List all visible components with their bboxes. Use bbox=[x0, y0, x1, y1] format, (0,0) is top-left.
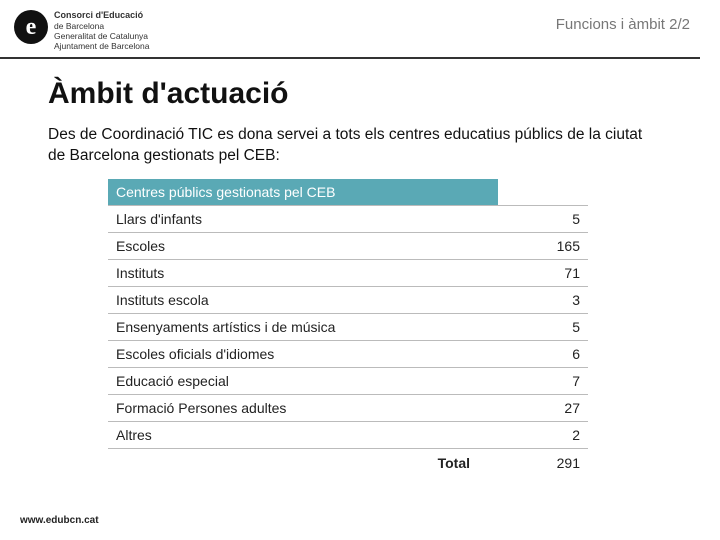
table-container: Centres públics gestionats pel CEB Llars… bbox=[108, 179, 588, 476]
intro-text: Des de Coordinació TIC es dona servei a … bbox=[48, 125, 658, 167]
table-cell-value: 27 bbox=[498, 395, 588, 422]
table-cell-value: 6 bbox=[498, 341, 588, 368]
table-cell-label: Ensenyaments artístics i de música bbox=[108, 314, 498, 341]
table-cell-label: Escoles bbox=[108, 233, 498, 260]
logo-icon: e bbox=[14, 10, 48, 44]
breadcrumb: Funcions i àmbit 2/2 bbox=[556, 16, 690, 33]
table-header-label: Centres públics gestionats pel CEB bbox=[108, 179, 498, 206]
logo-line-1: Consorci d'Educació bbox=[54, 10, 149, 21]
table-cell-label: Llars d'infants bbox=[108, 206, 498, 233]
table-cell-label: Instituts bbox=[108, 260, 498, 287]
table-total-label: Total bbox=[108, 449, 498, 477]
logo-line-3: Generalitat de Catalunya bbox=[54, 31, 149, 41]
table-cell-label: Instituts escola bbox=[108, 287, 498, 314]
table-cell-label: Formació Persones adultes bbox=[108, 395, 498, 422]
table-total-value: 291 bbox=[498, 449, 588, 477]
table-cell-value: 2 bbox=[498, 422, 588, 449]
table-header-row: Centres públics gestionats pel CEB bbox=[108, 179, 588, 206]
table-row: Instituts71 bbox=[108, 260, 588, 287]
table-cell-value: 165 bbox=[498, 233, 588, 260]
table-cell-label: Educació especial bbox=[108, 368, 498, 395]
footer-url: www.edubcn.cat bbox=[20, 515, 99, 526]
table-row: Ensenyaments artístics i de música5 bbox=[108, 314, 588, 341]
table-row: Educació especial7 bbox=[108, 368, 588, 395]
page-title: Àmbit d'actuació bbox=[48, 77, 680, 111]
table-header-spacer bbox=[498, 179, 588, 206]
table-cell-label: Escoles oficials d'idiomes bbox=[108, 341, 498, 368]
table-cell-value: 71 bbox=[498, 260, 588, 287]
table-row: Formació Persones adultes27 bbox=[108, 395, 588, 422]
table-row: Escoles165 bbox=[108, 233, 588, 260]
table-cell-value: 3 bbox=[498, 287, 588, 314]
header: e Consorci d'Educació de Barcelona Gener… bbox=[0, 0, 700, 59]
logo-text: Consorci d'Educació de Barcelona General… bbox=[54, 10, 149, 51]
table-total-row: Total 291 bbox=[108, 449, 588, 477]
logo-line-4: Ajuntament de Barcelona bbox=[54, 41, 149, 51]
table-row: Altres2 bbox=[108, 422, 588, 449]
table-row: Instituts escola3 bbox=[108, 287, 588, 314]
centres-table: Centres públics gestionats pel CEB Llars… bbox=[108, 179, 588, 476]
table-cell-value: 7 bbox=[498, 368, 588, 395]
table-row: Escoles oficials d'idiomes6 bbox=[108, 341, 588, 368]
table-cell-value: 5 bbox=[498, 206, 588, 233]
content: Àmbit d'actuació Des de Coordinació TIC … bbox=[0, 59, 720, 476]
table-cell-value: 5 bbox=[498, 314, 588, 341]
logo-block: e Consorci d'Educació de Barcelona Gener… bbox=[14, 10, 149, 51]
table-cell-label: Altres bbox=[108, 422, 498, 449]
logo-line-2: de Barcelona bbox=[54, 21, 149, 31]
table-row: Llars d'infants5 bbox=[108, 206, 588, 233]
